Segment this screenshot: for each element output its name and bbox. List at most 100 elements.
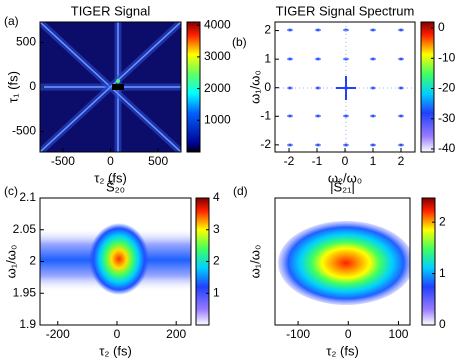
x-axis-label: τ₂ (fs) <box>99 343 132 358</box>
y-tick-label: 2 <box>264 23 271 37</box>
heatmap-peak <box>278 221 410 305</box>
spectral-peak-core <box>289 29 291 31</box>
panel-label: (a) <box>4 14 19 28</box>
x-tick-label: 2 <box>398 154 405 168</box>
heatmap <box>40 198 191 325</box>
colorbar-tick-label: 1 <box>439 266 446 280</box>
colorbar <box>420 21 435 153</box>
colorbar-tick-label: 0 <box>439 317 446 331</box>
spectral-peak-core <box>289 58 291 60</box>
heatmap <box>275 22 415 152</box>
panel: -500 0 500 -500 0 500 (a) TIGER Signal τ₂ (fs) τ₁… <box>4 3 231 185</box>
panel: -200 0 200 1.9 1.95 2 2.05 2.1(c) S̃₂₀ τ₂ (fs) ω₁/… <box>3 179 220 358</box>
signal-center <box>112 84 124 90</box>
colorbar-tick-label: -10 <box>438 50 456 64</box>
x-tick-label: 0 <box>342 154 349 168</box>
colorbar-tick-label: 2000 <box>204 81 231 95</box>
y-tick-label: -2 <box>260 137 271 151</box>
spectral-peak-core <box>372 58 374 60</box>
y-tick-label: 1.9 <box>19 317 36 331</box>
spectral-peak-core <box>400 58 402 60</box>
x-axis-label: ω₂/ω₀ <box>328 170 362 185</box>
x-tick-label: -1 <box>312 154 323 168</box>
y-tick-label: -1 <box>260 108 271 122</box>
heatmap <box>40 22 181 152</box>
spectral-peak-core <box>289 144 291 146</box>
spectral-peak-core <box>400 115 402 117</box>
spectral-peak-core <box>400 29 402 31</box>
x-tick-label: 0 <box>107 154 114 168</box>
spectral-peak-core <box>289 115 291 117</box>
spectral-peak-core <box>372 29 374 31</box>
y-tick-label: 500 <box>16 35 36 49</box>
colorbar-tick-label: -30 <box>438 111 456 125</box>
colorbar-tick-label: 4 <box>213 190 220 204</box>
colorbar-tick-label: 1000 <box>204 112 231 126</box>
spectral-peak-core <box>372 144 374 146</box>
spectral-peak-core <box>400 144 402 146</box>
y-tick-label: 1.95 <box>13 285 37 299</box>
x-tick-label: 1 <box>370 154 377 168</box>
spectral-peak-core <box>317 87 319 89</box>
spectral-peak-core <box>317 115 319 117</box>
colorbar-tick-label: 0 <box>438 20 445 34</box>
y-tick-label: 2 <box>29 254 36 268</box>
y-axis-label: ω₁/ω₀ <box>247 245 262 279</box>
y-axis-label: τ₁ (fs) <box>5 71 20 103</box>
panel: -100 0 100 (d) |S̃₂₁| τ₂ (fs) ω₁/ω₀ 0 1 2 <box>233 179 446 358</box>
colorbar-tick-label: 4000 <box>204 17 231 31</box>
x-tick-label: 0 <box>114 327 121 341</box>
x-axis-label: τ₂ (fs) <box>326 343 359 358</box>
colorbar-tick-label: 2 <box>439 214 446 228</box>
heatmap <box>275 198 410 325</box>
x-tick-label: 0 <box>345 327 352 341</box>
spectral-center <box>336 76 356 100</box>
x-tick-label: -200 <box>46 327 70 341</box>
chart-title: TIGER Signal <box>71 3 151 18</box>
y-tick-label: 0 <box>264 80 271 94</box>
plot-frame <box>274 197 411 326</box>
panel-label: (c) <box>4 184 18 198</box>
colorbar-tick-label: 1 <box>213 285 220 299</box>
y-tick-label: 1 <box>264 51 271 65</box>
spectral-peak-core <box>345 115 347 117</box>
spectral-peak-core <box>372 87 374 89</box>
signal-streak <box>40 22 181 152</box>
x-tick-label: -2 <box>284 154 295 168</box>
chart-title: S̃₂₀ <box>106 179 125 194</box>
y-axis-label: ω₁/ω₀ <box>247 70 262 104</box>
colorbar-tick-label: 3000 <box>204 49 231 63</box>
colorbar-tick-label: 3 <box>213 222 220 236</box>
y-axis-label: ω₁/ω₀ <box>3 245 18 279</box>
x-tick-label: 200 <box>166 327 186 341</box>
colorbar-tick-label: -20 <box>438 81 456 95</box>
spectral-peak-core <box>400 87 402 89</box>
x-axis-label: τ₂ (fs) <box>94 170 127 185</box>
spectral-peak-core <box>317 29 319 31</box>
x-tick-label: -500 <box>51 154 75 168</box>
colorbar <box>421 197 436 326</box>
spectral-peak-core <box>317 58 319 60</box>
colorbar-tick-label: 2 <box>213 254 220 268</box>
chart-title: |S̃₂₁| <box>330 179 355 194</box>
x-tick-label: 100 <box>388 327 408 341</box>
spectral-peak-core <box>372 115 374 117</box>
y-tick-label: 0 <box>29 79 36 93</box>
spectral-peak-core <box>317 144 319 146</box>
spectral-peak-core <box>345 144 347 146</box>
x-tick-label: 500 <box>148 154 168 168</box>
y-tick-label: -500 <box>12 124 36 138</box>
colorbar <box>186 21 201 153</box>
colorbar-tick-label: -40 <box>438 141 456 155</box>
y-tick-label: 2.05 <box>13 222 37 236</box>
signal-peak <box>116 79 120 83</box>
spectral-peak-core <box>289 87 291 89</box>
panel-label: (b) <box>232 35 247 49</box>
chart-title: TIGER Signal Spectrum <box>276 3 415 18</box>
x-tick-label: -100 <box>286 327 310 341</box>
heatmap-peak <box>89 223 149 295</box>
panel-label: (d) <box>233 184 248 198</box>
y-tick-label: 2.1 <box>19 190 36 204</box>
